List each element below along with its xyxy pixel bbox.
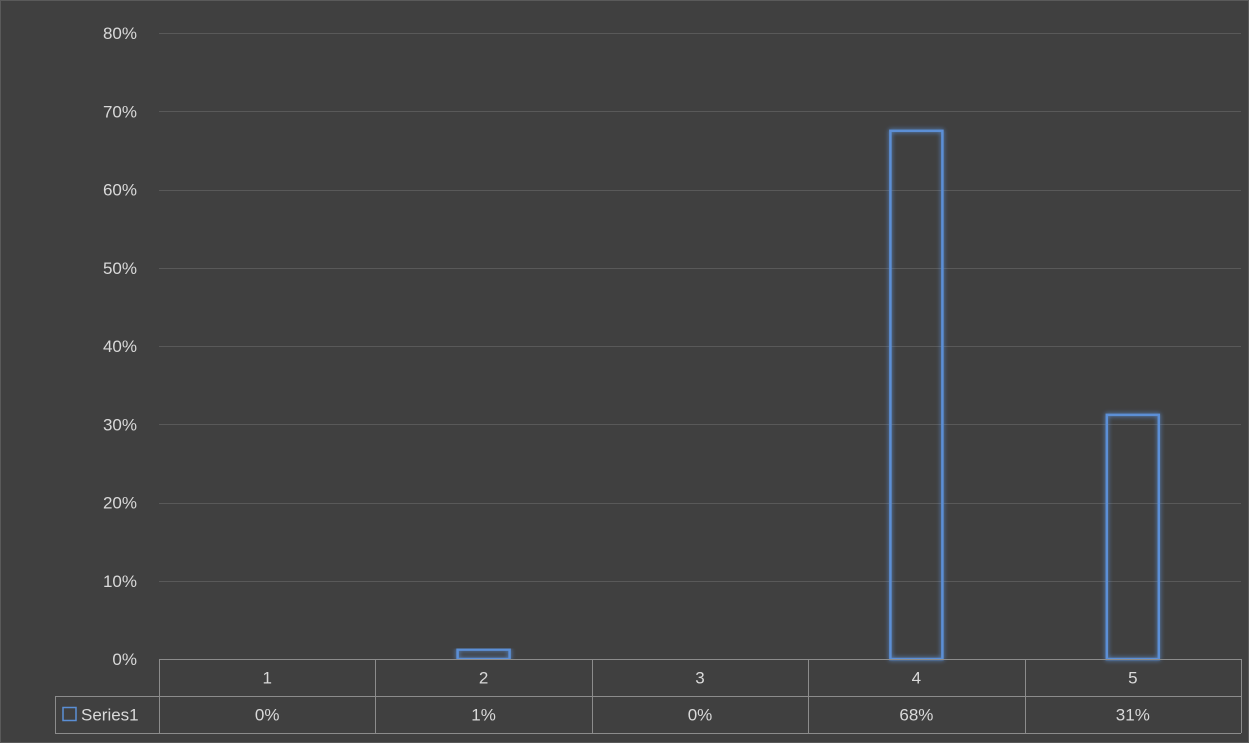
y-axis-tick-labels: 0% 10% 20% 30% 40% 50% 60% 70% 80%: [103, 24, 137, 669]
bar: [456, 648, 511, 661]
x-category-label: 2: [479, 669, 488, 688]
data-table: 1 2 3 4 5 Series1 0% 1% 0% 68% 31%: [55, 659, 1242, 734]
y-tick-label: 60%: [103, 181, 137, 200]
y-tick-label: 50%: [103, 259, 137, 278]
y-tick-label: 70%: [103, 102, 137, 121]
y-tick-label: 10%: [103, 572, 137, 591]
x-category-label: 5: [1128, 669, 1137, 688]
x-category-label: 4: [912, 669, 921, 688]
y-tick-label: 40%: [103, 337, 137, 356]
y-tick-label: 80%: [103, 24, 137, 43]
bars: [456, 129, 1161, 661]
data-table-value: 1%: [471, 706, 496, 725]
y-tick-label: 20%: [103, 494, 137, 513]
data-table-value: 68%: [899, 706, 933, 725]
y-tick-label: 0%: [112, 650, 137, 669]
series-name: Series1: [81, 706, 139, 725]
legend-key: [62, 706, 77, 722]
x-category-label: 3: [695, 669, 704, 688]
y-tick-label: 30%: [103, 415, 137, 434]
x-category-label: 1: [262, 669, 271, 688]
data-table-value: 0%: [255, 706, 280, 725]
data-table-value: 0%: [688, 706, 713, 725]
bar: [1105, 413, 1161, 661]
bar: [889, 129, 944, 661]
data-table-value: 31%: [1116, 706, 1150, 725]
gridlines: [159, 33, 1241, 582]
